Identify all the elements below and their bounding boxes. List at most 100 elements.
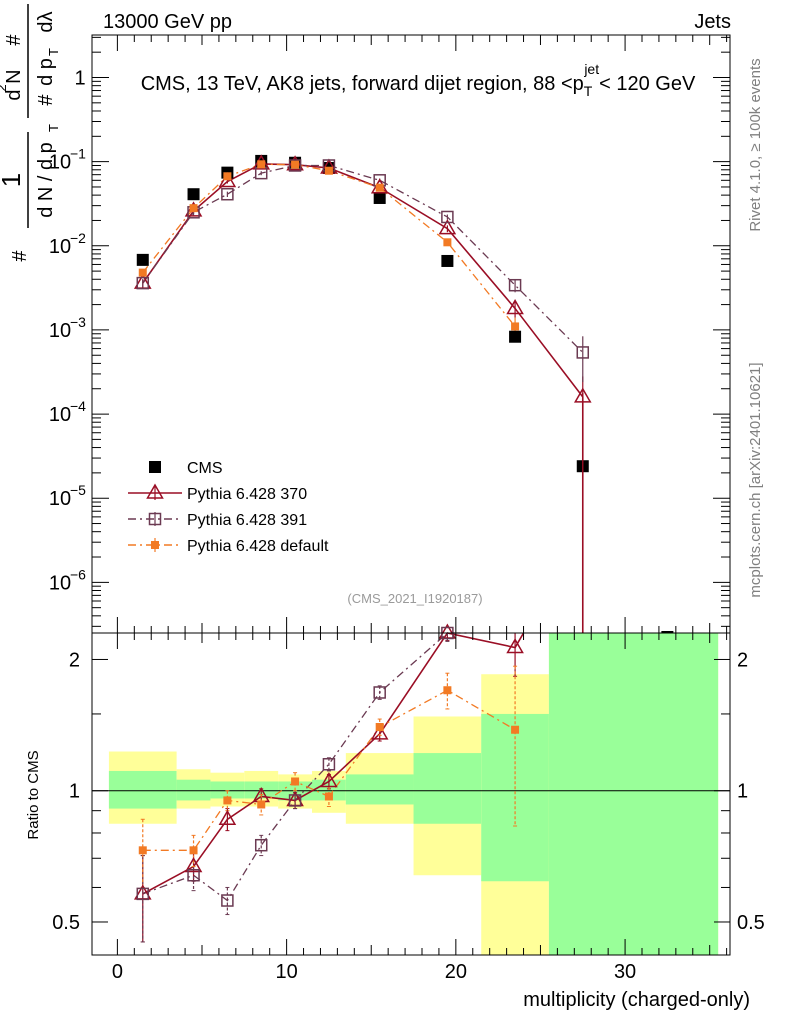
ylabel-one: 1	[0, 173, 26, 187]
ylabel-num-2-sup: 2	[0, 84, 9, 91]
main-y-tick-label: 10	[49, 572, 71, 594]
main-point-pdef	[138, 268, 147, 277]
main-title: CMS, 13 TeV, AK8 jets, forward dijet reg…	[141, 61, 696, 99]
ratio-y-tick-label-left: 2	[69, 649, 80, 671]
ratio-line-p370	[142, 632, 525, 895]
ratio-point-p370	[320, 771, 338, 788]
side-labels: Rivet 4.1.0, ≥ 100k events mcplots.cern.…	[747, 58, 764, 597]
main-axes-frame	[91, 34, 731, 634]
ratio-y-tick-label-left: 0.5	[52, 912, 80, 934]
header-texts: 13000 GeV pp Jets	[103, 11, 731, 33]
legend-marker-pdef	[151, 541, 159, 549]
main-point-p391	[576, 346, 590, 359]
main-point-cms	[441, 254, 454, 267]
ratio-point-p391	[221, 894, 234, 907]
main-y-tick-label: 10	[49, 320, 71, 342]
main-y-tick-label: 10	[49, 404, 71, 426]
ratio-axes-frame	[91, 632, 731, 956]
main-point-pdef	[375, 183, 384, 192]
main-point-pdef	[223, 172, 232, 181]
ratio-uncertainty-bands	[92, 633, 730, 955]
header-right: Jets	[694, 11, 731, 33]
ratio-plot-border	[91, 632, 731, 956]
x-tick-label: 30	[614, 961, 636, 983]
ratio-point-pdef	[324, 792, 333, 801]
main-y-tick-exponent: −1	[70, 146, 86, 162]
ratio-band-inner	[548, 633, 719, 955]
main-y-tick-exponent: −3	[70, 314, 86, 330]
main-y-tick-label: 10	[49, 236, 71, 258]
x-tick-label: 0	[112, 961, 123, 983]
ylabel-den-1: d N / d p	[35, 142, 57, 218]
main-y-tick-exponent: −4	[70, 398, 86, 414]
ratio-markers	[133, 623, 524, 907]
ratio-y-tick-label-right: 2	[737, 649, 748, 671]
ratio-point-p370	[370, 724, 389, 740]
main-point-p370	[506, 298, 524, 315]
legend-label-p370: Pythia 6.428 370	[187, 486, 307, 503]
header-left: 13000 GeV pp	[103, 11, 232, 33]
ratio-band-inner	[345, 774, 414, 805]
main-series-lines	[142, 163, 584, 633]
main-point-p391	[441, 210, 454, 224]
main-point-p370	[438, 219, 457, 235]
legend-label-p391: Pythia 6.428 391	[187, 512, 307, 529]
ratio-point-p391	[288, 794, 302, 807]
x-axis-label: multiplicity (charged-only)	[523, 989, 750, 1011]
main-point-p391	[136, 276, 150, 290]
main-line-p391	[142, 164, 584, 353]
ylabel-hash-den2: #	[35, 94, 57, 106]
ylabel-group: 1 d N / d p T # d N2 # d p Tdλ #	[0, 4, 61, 262]
x-tick-label: 10	[275, 961, 297, 983]
ratio-point-pdef	[511, 725, 520, 734]
ratio-point-p370	[218, 809, 237, 826]
main-point-cms	[509, 330, 522, 343]
main-point-pdef	[291, 160, 300, 169]
ratio-point-pdef	[291, 777, 300, 786]
main-y-tick-label: 10	[49, 488, 71, 510]
ratio-point-p391	[373, 686, 386, 699]
main-point-cms	[187, 188, 200, 201]
ratio-point-p391	[136, 887, 150, 901]
ratio-point-pdef	[443, 686, 452, 695]
main-y-tick-label: 1	[74, 68, 85, 90]
ratio-band-inner	[108, 770, 177, 809]
main-y-axis-label: 1 d N / d p T # d N2 # d p Tdλ #	[0, 4, 61, 262]
legend-label-pdef: Pythia 6.428 default	[187, 538, 329, 555]
ylabel-num-2: d N	[3, 69, 25, 100]
main-y-tick-exponent: −2	[70, 230, 86, 246]
ratio-point-pdef	[223, 796, 232, 805]
ylabel-hash-left: #	[9, 250, 31, 262]
ratio-y-axis-label: Ratio to CMS	[25, 750, 42, 839]
ratio-point-pdef	[257, 800, 266, 809]
ratio-point-p391	[187, 868, 200, 882]
main-point-cms	[373, 191, 386, 204]
ratio-point-p391	[322, 758, 336, 771]
ylabel-den-2-lambda: dλ	[35, 11, 57, 32]
ratio-band-inner	[413, 753, 482, 824]
main-point-p391	[288, 159, 302, 172]
main-point-p391	[508, 278, 522, 292]
legend-marker-p391	[148, 512, 162, 526]
main-point-cms	[136, 253, 149, 266]
legend-label-cms: CMS	[187, 460, 223, 477]
legend-marker-cms	[149, 461, 161, 473]
ylabel-hash-num2: #	[3, 34, 25, 46]
main-point-pdef	[324, 166, 333, 175]
ratio-band-inner	[210, 781, 245, 799]
ratio-point-pdef	[375, 723, 384, 732]
rivet-label: Rivet 4.1.0, ≥ 100k events	[747, 58, 764, 231]
main-tick-labels: 10−610−510−410−310−210−11	[49, 68, 86, 595]
ratio-point-p370	[506, 638, 524, 654]
x-tick-label: 20	[445, 961, 467, 983]
main-y-tick-exponent: −5	[70, 482, 86, 498]
main-y-tick-exponent: −6	[70, 566, 86, 582]
main-y-tick-label: 10	[49, 152, 71, 174]
mcplots-label: mcplots.cern.ch [arXiv:2401.10621]	[747, 362, 764, 597]
legend-marker-p370	[146, 483, 164, 499]
main-point-p391	[221, 187, 234, 201]
analysis-tag: (CMS_2021_I1920187)	[347, 591, 482, 606]
main-point-pdef	[257, 160, 266, 169]
ratio-point-pdef	[138, 846, 147, 855]
